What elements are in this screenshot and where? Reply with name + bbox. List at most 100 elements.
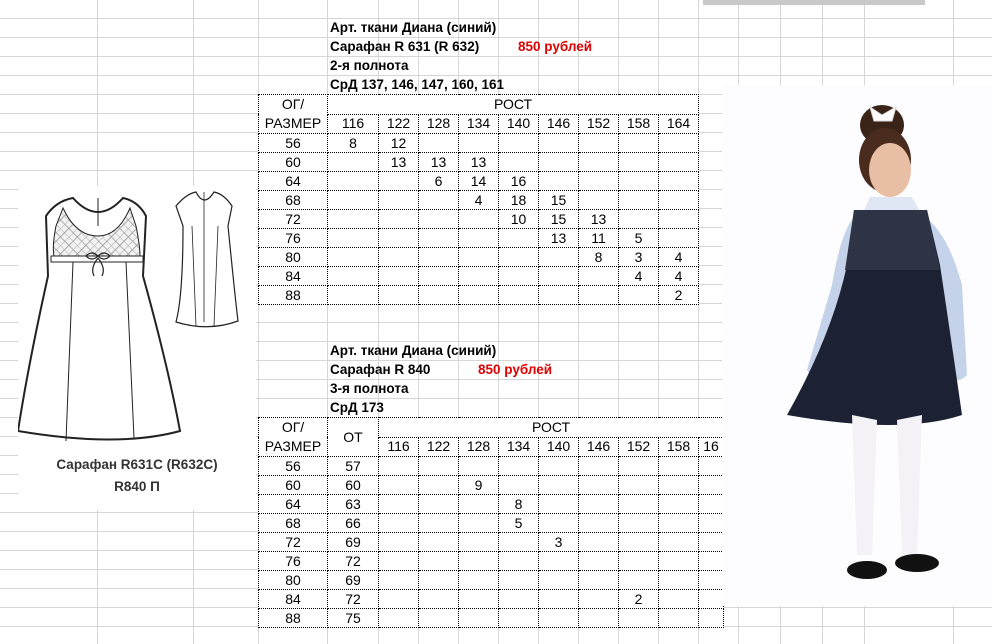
quantity-cell[interactable] — [578, 551, 619, 571]
quantity-cell[interactable] — [498, 266, 539, 286]
quantity-cell[interactable] — [658, 608, 699, 628]
quantity-cell[interactable] — [618, 152, 659, 172]
quantity-cell[interactable] — [697, 608, 725, 628]
quantity-cell[interactable]: 15 — [538, 190, 579, 210]
ot-header-cell[interactable]: ОТ — [327, 417, 379, 457]
quantity-cell[interactable]: 13 — [458, 152, 499, 172]
quantity-cell[interactable]: 16 — [498, 171, 539, 191]
quantity-cell[interactable] — [458, 285, 499, 305]
quantity-cell[interactable] — [418, 228, 459, 248]
quantity-cell[interactable] — [418, 133, 459, 153]
quantity-cell[interactable] — [658, 513, 699, 533]
quantity-cell[interactable] — [498, 228, 539, 248]
quantity-cell[interactable] — [538, 551, 579, 571]
quantity-cell[interactable]: 11 — [578, 228, 619, 248]
quantity-cell[interactable] — [418, 475, 459, 495]
size-cell[interactable]: 60 — [258, 152, 328, 172]
ot-cell[interactable]: 57 — [327, 456, 379, 476]
size-cell[interactable]: 64 — [258, 171, 328, 191]
quantity-cell[interactable] — [418, 589, 459, 609]
ot-cell[interactable]: 69 — [327, 570, 379, 590]
quantity-cell[interactable] — [618, 209, 659, 229]
quantity-cell[interactable] — [378, 532, 419, 552]
height-header-cell[interactable]: 146 — [538, 113, 579, 134]
size-cell[interactable]: 64 — [258, 494, 328, 514]
quantity-cell[interactable] — [578, 475, 619, 495]
size-cell[interactable]: 88 — [258, 285, 328, 305]
quantity-cell[interactable]: 8 — [327, 133, 379, 153]
height-header-cell[interactable]: 128 — [458, 436, 499, 457]
quantity-cell[interactable] — [578, 589, 619, 609]
quantity-cell[interactable] — [378, 247, 419, 267]
quantity-cell[interactable] — [618, 475, 659, 495]
size-cell[interactable]: 68 — [258, 513, 328, 533]
quantity-cell[interactable] — [538, 285, 579, 305]
quantity-cell[interactable]: 2 — [618, 589, 659, 609]
height-header-cell[interactable]: 158 — [658, 436, 699, 457]
quantity-cell[interactable] — [378, 266, 419, 286]
quantity-cell[interactable] — [538, 475, 579, 495]
quantity-cell[interactable] — [658, 589, 699, 609]
quantity-cell[interactable] — [538, 266, 579, 286]
quantity-cell[interactable] — [657, 152, 700, 172]
quantity-cell[interactable] — [618, 133, 659, 153]
size-cell[interactable]: 76 — [258, 228, 328, 248]
quantity-cell[interactable] — [618, 570, 659, 590]
quantity-cell[interactable] — [498, 589, 539, 609]
quantity-cell[interactable] — [327, 152, 379, 172]
quantity-cell[interactable]: 5 — [618, 228, 659, 248]
quantity-cell[interactable] — [618, 494, 659, 514]
quantity-cell[interactable]: 8 — [498, 494, 539, 514]
quantity-cell[interactable] — [327, 171, 379, 191]
quantity-cell[interactable] — [378, 551, 419, 571]
quantity-cell[interactable] — [498, 247, 539, 267]
quantity-cell[interactable] — [418, 285, 459, 305]
quantity-cell[interactable] — [538, 152, 579, 172]
quantity-cell[interactable] — [418, 551, 459, 571]
size-cell[interactable]: 80 — [258, 247, 328, 267]
quantity-cell[interactable] — [578, 152, 619, 172]
rost-header-cell[interactable]: РОСТ — [377, 417, 725, 438]
quantity-cell[interactable] — [498, 532, 539, 552]
quantity-cell[interactable] — [697, 551, 725, 571]
quantity-cell[interactable] — [458, 494, 499, 514]
quantity-cell[interactable] — [578, 190, 619, 210]
size-cell[interactable]: 56 — [258, 133, 328, 153]
quantity-cell[interactable] — [458, 551, 499, 571]
size-cell[interactable]: 88 — [258, 608, 328, 628]
height-header-cell[interactable]: 116 — [378, 436, 419, 457]
quantity-cell[interactable] — [578, 133, 619, 153]
quantity-cell[interactable] — [697, 513, 725, 533]
quantity-cell[interactable] — [378, 171, 419, 191]
quantity-cell[interactable] — [657, 209, 700, 229]
quantity-cell[interactable] — [498, 133, 539, 153]
quantity-cell[interactable] — [458, 228, 499, 248]
size-cell[interactable]: 72 — [258, 532, 328, 552]
quantity-cell[interactable]: 3 — [618, 247, 659, 267]
quantity-cell[interactable]: 18 — [498, 190, 539, 210]
quantity-cell[interactable] — [418, 190, 459, 210]
quantity-cell[interactable] — [538, 494, 579, 514]
quantity-cell[interactable] — [697, 456, 725, 476]
quantity-cell[interactable] — [658, 551, 699, 571]
quantity-cell[interactable]: 15 — [538, 209, 579, 229]
size-cell[interactable]: 72 — [258, 209, 328, 229]
height-header-cell[interactable]: 16 — [697, 436, 725, 457]
quantity-cell[interactable] — [658, 494, 699, 514]
height-header-cell[interactable]: 152 — [578, 113, 619, 134]
quantity-cell[interactable] — [578, 570, 619, 590]
height-header-cell[interactable]: 134 — [498, 436, 539, 457]
quantity-cell[interactable] — [498, 152, 539, 172]
quantity-cell[interactable] — [498, 285, 539, 305]
quantity-cell[interactable] — [498, 570, 539, 590]
quantity-cell[interactable] — [327, 228, 379, 248]
quantity-cell[interactable] — [618, 513, 659, 533]
size-cell[interactable]: 84 — [258, 266, 328, 286]
ot-cell[interactable]: 60 — [327, 475, 379, 495]
quantity-cell[interactable] — [458, 266, 499, 286]
quantity-cell[interactable] — [418, 513, 459, 533]
ot-cell[interactable]: 72 — [327, 589, 379, 609]
quantity-cell[interactable] — [458, 209, 499, 229]
quantity-cell[interactable] — [578, 171, 619, 191]
quantity-cell[interactable] — [327, 190, 379, 210]
